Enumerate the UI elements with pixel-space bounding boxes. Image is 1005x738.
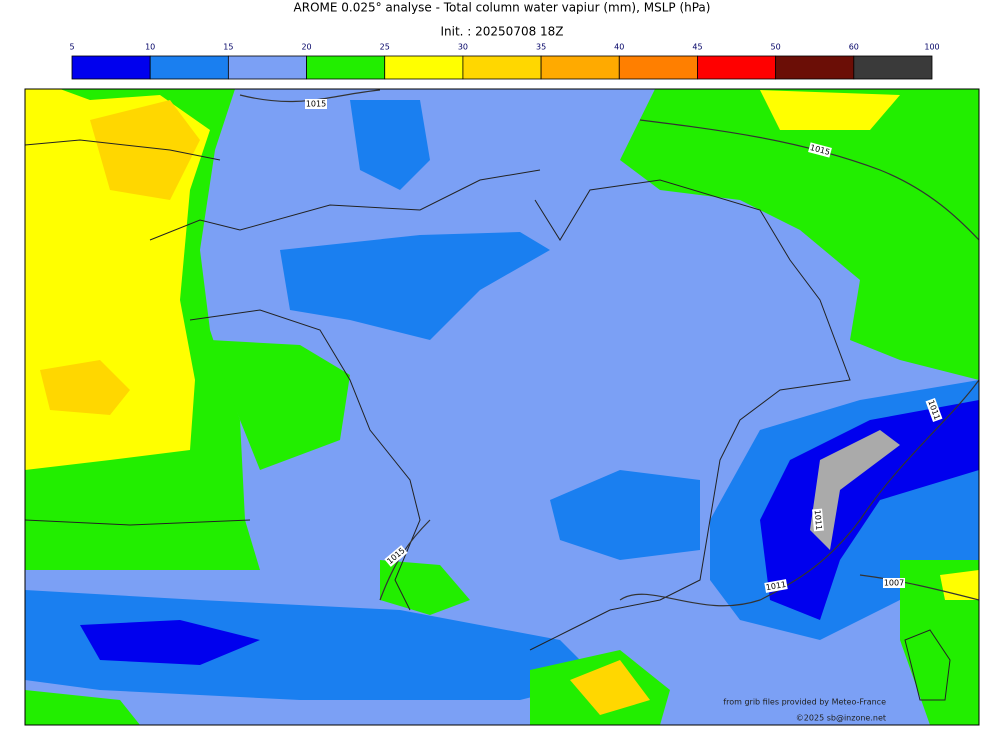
colorbar: 5 10 15 20 25 30 35 40 45 50 60 100 [69, 43, 940, 80]
colorbar-segment [149, 55, 229, 80]
orange-area [90, 100, 200, 200]
isobar-label: 1015 [808, 142, 832, 158]
isobar-label-text: 1011 [813, 509, 824, 530]
colorbar-segment [227, 55, 307, 80]
isobar-label-box [764, 579, 788, 593]
colorbar-segment [71, 55, 151, 80]
green-area [380, 560, 470, 615]
colorbar-tick-label: 25 [380, 43, 390, 52]
credit: from grib files provided by Meteo-France [723, 698, 886, 707]
subtitle: Init. : 20250708 18Z [440, 25, 563, 39]
colorbar-tick-label: 5 [69, 43, 74, 52]
map [25, 89, 979, 725]
isobar-label: 1011 [812, 508, 824, 532]
isobar-label: 1011 [764, 579, 788, 593]
title: AROME 0.025° analyse - Total column wate… [294, 1, 711, 15]
colorbar-tick-label: 50 [771, 43, 781, 52]
colorbar-segment [775, 55, 855, 80]
blue-area [550, 470, 700, 560]
colorbar-segment [618, 55, 698, 80]
colorbar-tick-label: 40 [614, 43, 624, 52]
map-frame [24, 88, 980, 726]
green-area [210, 340, 350, 470]
isobar-label: 1007 [883, 578, 905, 588]
colorbar-segment [540, 55, 620, 80]
colorbar-segment [384, 55, 464, 80]
colorbar-tick-label: 10 [145, 43, 155, 52]
green-area [900, 560, 979, 725]
isobar-label-box [812, 508, 824, 532]
colorbar-tick-label: 30 [458, 43, 468, 52]
isobar-label-box [305, 99, 327, 109]
green-area [620, 89, 979, 380]
blue-area [280, 232, 550, 340]
colorbar-tick-label: 20 [301, 43, 311, 52]
colorbar-tick-label: 45 [692, 43, 702, 52]
isobar-label-text: 1015 [306, 100, 326, 109]
colorbar-segment [697, 55, 777, 80]
colorbar-segment [462, 55, 542, 80]
colorbar-tick-label: 15 [223, 43, 233, 52]
colorbar-segment [853, 55, 933, 80]
isobar-label-text: 1007 [884, 579, 904, 588]
credit: ©2025 sb@inzone.net [796, 714, 886, 723]
dark-blue-area [80, 620, 260, 665]
isobar-label-box [925, 397, 943, 423]
isobar-label-box [384, 545, 408, 567]
colorbar-tick-label: 35 [536, 43, 546, 52]
blue-area [25, 590, 600, 700]
green-area [25, 690, 140, 725]
isobar-label: 1015 [305, 99, 327, 109]
blue-area [350, 100, 430, 190]
dark-blue-area [760, 400, 979, 620]
colorbar-tick-label: 60 [849, 43, 859, 52]
high-terrain [810, 430, 900, 550]
colorbar-tick-label: 100 [924, 43, 939, 52]
yellow-area [760, 90, 900, 130]
coastlines [25, 139, 951, 701]
colorbar-segment [306, 55, 386, 80]
isobar-label-box [883, 578, 905, 588]
orange-area [570, 660, 650, 715]
isobar-label-box [808, 142, 832, 158]
isobar-label-text: 1011 [765, 580, 787, 592]
orange-area [40, 360, 130, 415]
isobars [239, 89, 979, 607]
